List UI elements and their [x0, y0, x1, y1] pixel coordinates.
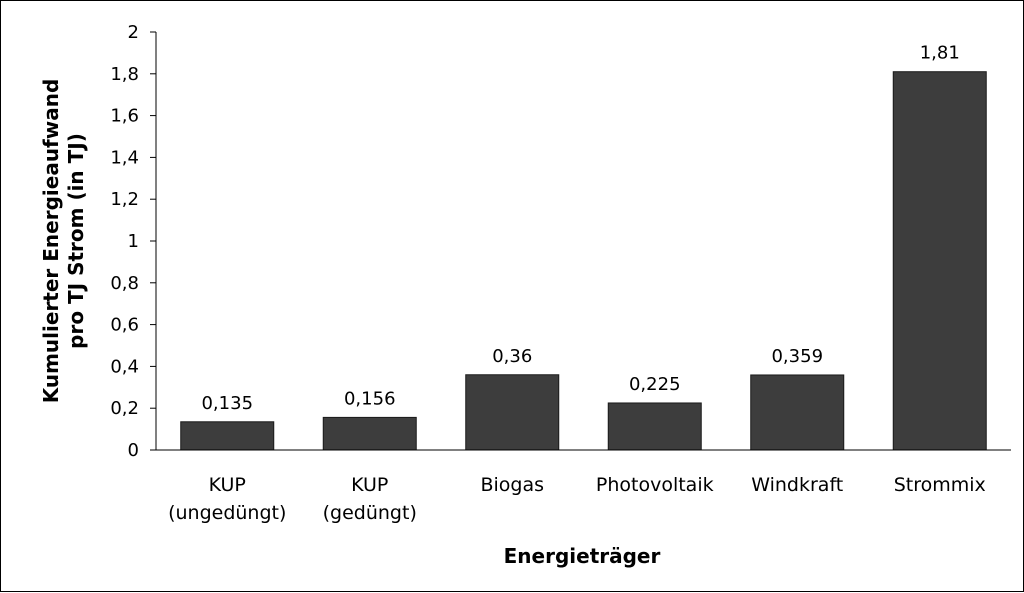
- data-label: 1,81: [920, 43, 960, 64]
- y-tick-label: 0,6: [110, 315, 139, 336]
- y-tick-label: 0,4: [110, 356, 139, 377]
- data-label: 0,225: [629, 374, 681, 395]
- bar: [465, 374, 560, 451]
- data-label: 0,359: [771, 346, 823, 367]
- x-axis-title: Energieträger: [504, 544, 661, 568]
- y-tick-label: 1,4: [110, 147, 139, 168]
- bars: 0,135 0,156 0,36 0,225 0,359 1,81: [180, 43, 987, 451]
- y-tick-label: 2: [128, 22, 139, 43]
- bar: [180, 421, 275, 451]
- y-tick-label: 1,2: [110, 189, 139, 210]
- y-axis-title: Kumulierter Energieaufwandpro TJ Strom (…: [39, 79, 88, 404]
- bar: [750, 374, 845, 451]
- y-axis: 0 0,2 0,4 0,6 0,8 1 1,2 1,4 1,6 1,8 2: [110, 22, 157, 461]
- y-tick-label: 1,8: [110, 64, 139, 85]
- x-tick-label: KUP (ungedüngt): [168, 474, 286, 524]
- y-tick-label: 0,2: [110, 398, 139, 419]
- x-tick-label: KUP (gedüngt): [323, 474, 417, 524]
- y-tick-label: 1: [128, 231, 139, 252]
- y-tick-label: 0,8: [110, 273, 139, 294]
- data-label: 0,36: [492, 346, 532, 367]
- y-tick-label: 1,6: [110, 106, 139, 127]
- x-tick-label: Photovoltaik: [596, 474, 714, 496]
- y-tick-label: 0: [128, 440, 139, 461]
- data-label: 0,156: [344, 388, 396, 409]
- bar: [322, 416, 417, 451]
- bar: [892, 71, 987, 451]
- x-tick-label: Windkraft: [751, 474, 843, 496]
- y-axis-title-text: Kumulierter Energieaufwandpro TJ Strom (…: [39, 79, 88, 404]
- x-tick-label: Strommix: [894, 474, 986, 496]
- x-axis: KUP (ungedüngt) KUP (gedüngt) Biogas Photovol…: [156, 449, 1011, 524]
- data-label: 0,135: [201, 393, 253, 414]
- bar: [607, 402, 702, 451]
- x-tick-label: Biogas: [480, 474, 544, 496]
